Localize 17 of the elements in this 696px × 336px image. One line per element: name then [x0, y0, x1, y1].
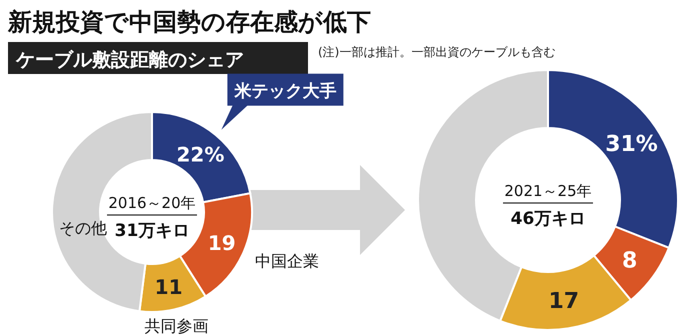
text: 2016～20年 [108, 194, 196, 212]
chart-title: 新規投資で中国勢の存在感が低下 [7, 8, 371, 36]
text: (注)一部は推計。一部出資のケーブルも含む [318, 45, 556, 59]
slice-label: 共同参画 [144, 316, 208, 336]
data-label: 17 [548, 288, 580, 314]
chart-subtitle: ケーブル敷設距離のシェア [15, 49, 244, 71]
data-label: 22% [176, 142, 224, 166]
slice-label: 米テック大手 [233, 82, 336, 102]
slice-label: その他 [59, 218, 108, 238]
slice-label: 中国企業 [254, 251, 319, 270]
data-label: 8 [622, 248, 638, 274]
text: 31万キロ [114, 221, 190, 241]
data-label: 19 [208, 231, 236, 256]
data-label: 11 [154, 275, 182, 300]
text: 46万キロ [510, 209, 586, 229]
data-label: 31% [605, 132, 658, 158]
text: 2021～25年 [504, 182, 592, 200]
